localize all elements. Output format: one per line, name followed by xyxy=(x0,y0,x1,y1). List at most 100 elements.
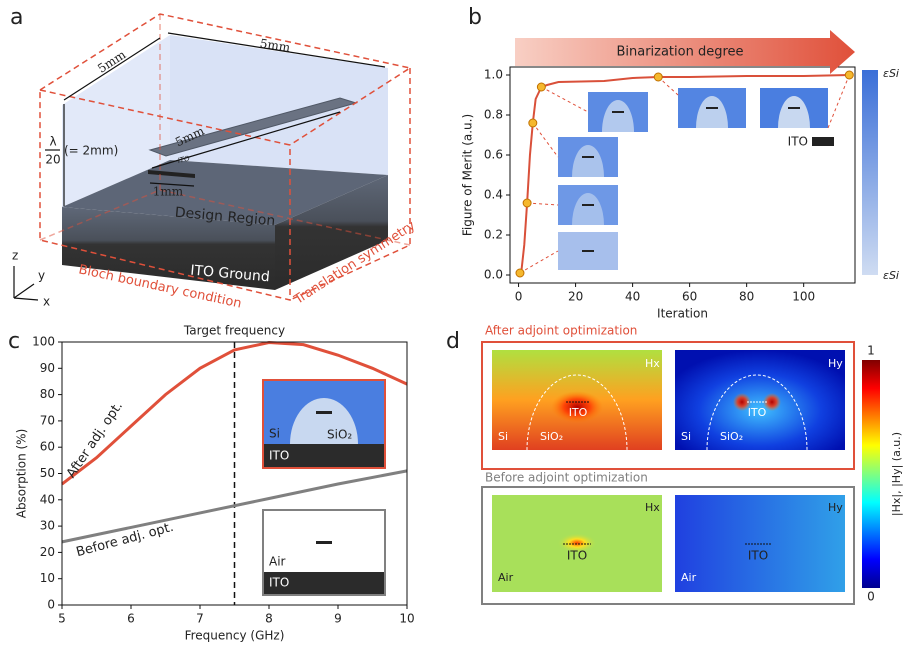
plot-frame xyxy=(509,66,856,284)
ito-layer xyxy=(264,572,384,594)
plot-frame xyxy=(61,341,408,606)
material-label: Air xyxy=(681,571,697,584)
material-label: ITO xyxy=(569,406,588,419)
slab-front xyxy=(62,207,275,290)
inset-connector xyxy=(519,250,559,274)
y-tick-label: 10 xyxy=(40,571,55,585)
dimension-lines xyxy=(45,32,386,206)
inset-connector xyxy=(657,76,679,96)
dimension-label: 5mm xyxy=(259,36,292,55)
highlight-point xyxy=(536,82,546,92)
binarization-arrow xyxy=(515,30,855,74)
series-line xyxy=(61,341,408,486)
material-label: ITO xyxy=(748,549,768,563)
y-tick-label: 0.8 xyxy=(484,108,503,122)
field-hotspot xyxy=(557,533,597,553)
colorbar-label: εSi xyxy=(883,269,899,282)
x-tick-label: 8 xyxy=(265,612,273,626)
inset-connector xyxy=(827,74,850,129)
y-tick-label: 50 xyxy=(40,466,55,480)
series-line xyxy=(517,74,850,274)
y-tick-label: 1.0 xyxy=(484,68,503,82)
colorbar-label: 1 xyxy=(867,344,875,358)
ito-bar xyxy=(148,170,195,178)
ito-bar xyxy=(316,411,332,414)
y-tick-label: 80 xyxy=(40,387,55,401)
highlight-point xyxy=(515,268,525,278)
design-inset-sio2 xyxy=(602,100,634,132)
slab-top xyxy=(62,160,388,225)
design-inset-sio2 xyxy=(696,96,728,128)
component-label: Hx xyxy=(645,357,660,370)
x-tick-label: 10 xyxy=(399,612,414,626)
x-tick-label: 60 xyxy=(682,290,697,304)
component-label: Hy xyxy=(828,501,843,514)
x-tick-label: 40 xyxy=(625,290,640,304)
material-label: Si xyxy=(269,427,280,441)
material-label: ITO xyxy=(748,406,767,419)
ito-bar xyxy=(612,111,624,113)
axis-name: x xyxy=(43,295,50,309)
component-label: Hx xyxy=(645,501,660,514)
ito-bar xyxy=(582,204,594,206)
chart-title: Target frequency xyxy=(183,324,285,338)
y-tick-label: 60 xyxy=(40,440,55,454)
field-maps: After adjoint optimization Before adjoin… xyxy=(481,324,903,605)
x-tick-label: 100 xyxy=(792,290,815,304)
colorbar-label: εSi xyxy=(883,67,899,80)
y-tick-label: 0.0 xyxy=(484,268,503,282)
ito-bar xyxy=(582,156,594,158)
panel-label: b xyxy=(468,5,482,30)
x-tick-label: 80 xyxy=(739,290,754,304)
x-tick-label: 20 xyxy=(568,290,583,304)
material-label: ITO xyxy=(269,576,289,590)
component-label: Hy xyxy=(828,357,843,370)
group-frame xyxy=(481,486,855,605)
highlight-point xyxy=(528,118,538,128)
material-label: Si xyxy=(681,430,691,443)
series-line xyxy=(61,469,408,544)
design-volume xyxy=(62,35,170,207)
inset-connector xyxy=(541,86,589,113)
slab-side xyxy=(275,175,388,290)
c-insets: Si SiO₂ ITO Air ITO xyxy=(262,379,386,596)
dimension-label: 1mm xyxy=(153,185,184,199)
colorbar-label: 0 xyxy=(867,590,875,604)
field-map xyxy=(675,350,845,450)
ito-bar xyxy=(788,107,800,109)
y-tick-label: 0.4 xyxy=(484,188,503,202)
design-inset-sio2 xyxy=(572,193,604,225)
design-inset-sio2 xyxy=(572,145,604,177)
ito-bar xyxy=(316,541,332,544)
ito-legend-label: ITO xyxy=(788,135,808,149)
y-tick-label: 40 xyxy=(40,492,55,506)
y-axis-label: Figure of Merit (a.u.) xyxy=(461,114,475,236)
arrow-label: Binarization degree xyxy=(616,45,743,60)
y-tick-label: 0.6 xyxy=(484,148,503,162)
axes-triad xyxy=(13,266,39,301)
group-title: Before adjoint optimization xyxy=(485,471,648,485)
y-tick-label: 20 xyxy=(40,545,55,559)
material-label: SiO₂ xyxy=(720,430,743,443)
boundary-box xyxy=(39,13,412,301)
y-tick-label: 70 xyxy=(40,413,55,427)
series-label: Before adj. opt. xyxy=(75,520,176,560)
sio2-region xyxy=(290,398,358,444)
axis-name: z xyxy=(12,249,18,263)
field-hotspot xyxy=(733,393,751,411)
colorbar xyxy=(862,70,878,275)
field-hotspot xyxy=(763,393,781,411)
inset-connector xyxy=(532,122,559,158)
strip-label: ITO xyxy=(177,155,191,165)
material-label: SiO₂ xyxy=(540,430,563,443)
material-label: Air xyxy=(269,555,286,569)
inset-connector xyxy=(527,202,559,206)
x-tick-label: 6 xyxy=(127,612,135,626)
y-axis-label: Absorption (%) xyxy=(15,429,29,519)
x-tick-label: 5 xyxy=(58,612,66,626)
highlight-point xyxy=(522,198,532,208)
panel-label: c xyxy=(8,329,20,354)
region-label: ITO Ground xyxy=(190,263,271,286)
material-label: Si xyxy=(498,430,508,443)
